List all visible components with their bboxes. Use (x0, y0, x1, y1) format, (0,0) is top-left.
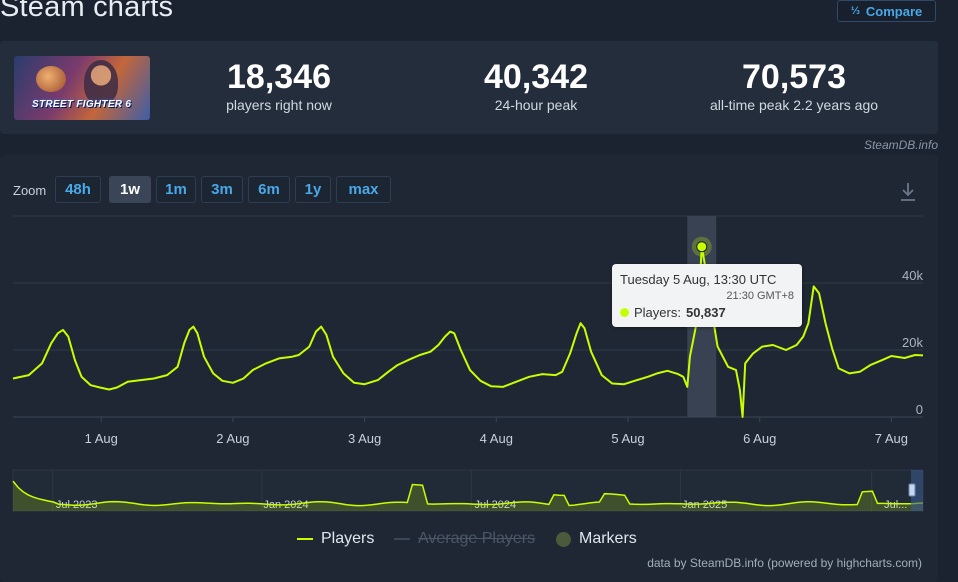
navigator-handle (908, 483, 916, 497)
x-tick-label: 7 Aug (875, 431, 908, 446)
stat-alltime-peak-value: 70,573 (742, 58, 846, 96)
zoom-48h-button[interactable]: 48h (55, 176, 101, 203)
legend-players-label: Players (321, 530, 375, 547)
cover-fighter-art (84, 60, 118, 104)
stat-current-label: players right now (226, 97, 332, 113)
legend-average-swatch (394, 538, 410, 540)
y-tick-label: 20k (902, 335, 923, 350)
zoom-3m-button[interactable]: 3m (201, 176, 243, 203)
tooltip-series-value: 50,837 (685, 305, 726, 320)
legend-players[interactable]: Players (297, 530, 374, 548)
navigator-selection (911, 470, 923, 511)
legend-markers-label: Markers (579, 530, 637, 547)
compare-label: Compare (865, 3, 923, 19)
stat-current-value: 18,346 (227, 58, 331, 96)
stat-24h-peak-label: 24-hour peak (494, 97, 578, 113)
tooltip-series: Players: 50,837 (620, 305, 726, 320)
stat-current: 18,346 players right now (199, 57, 359, 113)
chart-tooltip: Tuesday 5 Aug, 13:30 UTC 21:30 GMT+8 Pla… (612, 264, 802, 327)
game-cover-image[interactable]: STREET FIGHTER 6 (14, 56, 150, 120)
stats-panel: STREET FIGHTER 6 18,346 players right no… (0, 41, 938, 134)
y-tick-label: 40k (902, 268, 923, 283)
stat-24h-peak: 40,342 24-hour peak (456, 57, 616, 113)
fraction-icon: ⅓ (850, 5, 860, 17)
cover-logo: STREET FIGHTER 6 (32, 99, 132, 110)
legend-markers[interactable]: Markers (556, 530, 637, 548)
navigator: Jul 2023 Jan 2024 Jul 2024 Jan 2025 Jul... (12, 469, 924, 512)
x-axis-ticks: 1 Aug 2 Aug 3 Aug 4 Aug 5 Aug 6 Aug 7 Aug (85, 417, 908, 446)
x-tick-label: 2 Aug (216, 431, 249, 446)
navigator-label: Jan 2025 (682, 499, 727, 511)
hover-point (696, 241, 708, 253)
highcharts-credit[interactable]: data by SteamDB.info (powered by highcha… (647, 556, 922, 570)
players-series-line (12, 245, 924, 418)
x-tick-label: 1 Aug (85, 431, 118, 446)
zoom-6m-button[interactable]: 6m (248, 176, 290, 203)
tooltip-series-label: Players: (634, 305, 681, 320)
navigator-label: Jul... (884, 499, 907, 511)
download-icon[interactable] (898, 181, 918, 203)
y-tick-label: 0 (916, 402, 923, 417)
zoom-label: Zoom (13, 183, 47, 198)
zoom-1m-button[interactable]: 1m (156, 176, 196, 203)
legend-average[interactable]: Average Players (394, 530, 535, 548)
stat-alltime-peak: 70,573 all-time peak 2.2 years ago (684, 57, 904, 113)
hover-marker (691, 236, 712, 257)
legend-players-swatch (297, 538, 313, 540)
tooltip-local-time: 21:30 GMT+8 (726, 290, 794, 302)
tooltip-date: Tuesday 5 Aug, 13:30 UTC (620, 272, 777, 287)
zoom-1y-button[interactable]: 1y (295, 176, 331, 203)
compare-button[interactable]: ⅓ Compare (837, 0, 936, 22)
steamdb-credit[interactable]: SteamDB.info (863, 138, 938, 152)
legend-markers-swatch (556, 531, 571, 547)
x-tick-label: 6 Aug (743, 431, 776, 446)
zoom-max-button[interactable]: max (336, 176, 391, 203)
tooltip-series-dot (620, 308, 629, 317)
navigator-line (12, 480, 924, 507)
x-tick-label: 5 Aug (611, 431, 644, 446)
x-tick-label: 4 Aug (480, 431, 513, 446)
y-axis-ticks: 0 20k 40k (902, 268, 923, 417)
zoom-1w-button[interactable]: 1w (109, 176, 151, 203)
stat-alltime-peak-label: all-time peak 2.2 years ago (709, 97, 879, 113)
page-title: Steam charts (0, 0, 174, 23)
legend-average-label: Average Players (418, 530, 536, 547)
cover-fist-art (36, 66, 66, 92)
stat-24h-peak-value: 40,342 (484, 58, 588, 96)
x-tick-label: 3 Aug (348, 431, 381, 446)
